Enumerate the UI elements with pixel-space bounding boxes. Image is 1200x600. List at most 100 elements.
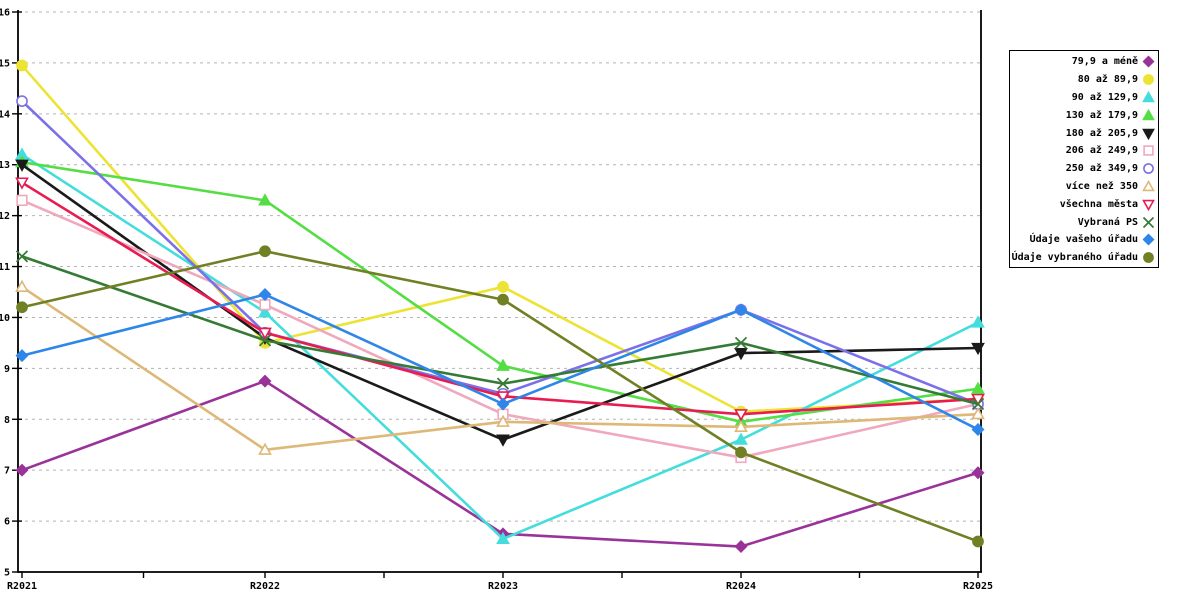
legend-item-80-a-89-9: 80 až 89,9 bbox=[1010, 71, 1158, 89]
legend-item-130-a-179-9: 130 až 179,9 bbox=[1010, 106, 1158, 124]
y-tick-label: 7 bbox=[4, 466, 10, 477]
legend-item-label: 80 až 89,9 bbox=[1077, 74, 1138, 86]
triangle-up-marker-icon bbox=[971, 407, 985, 420]
legend-item-label: 130 až 179,9 bbox=[1065, 109, 1138, 121]
triangle-down-marker-icon bbox=[496, 434, 510, 447]
circle-marker-icon bbox=[1143, 163, 1154, 175]
legend-item-label: Údaje vašeho úřadu bbox=[1029, 234, 1138, 246]
y-tick-label: 6 bbox=[4, 517, 10, 528]
y-tick-label: 12 bbox=[0, 211, 10, 222]
circle-marker-icon bbox=[16, 95, 28, 107]
diamond-marker-icon bbox=[971, 466, 985, 480]
circle-marker-icon bbox=[16, 301, 28, 314]
triangle-up-marker-icon bbox=[15, 279, 29, 292]
triangle-up-marker-icon bbox=[258, 442, 272, 455]
legend-item-label: Údaje vybraného úřadu bbox=[1011, 252, 1138, 264]
triangle-up-marker-icon bbox=[1142, 179, 1155, 192]
triangle-down-marker-icon bbox=[971, 393, 985, 407]
legend-marker bbox=[1142, 216, 1155, 228]
x-cross-marker-icon bbox=[734, 336, 748, 350]
x-tick-label: R2021 bbox=[7, 581, 37, 592]
y-tick-label: 11 bbox=[0, 262, 10, 273]
x-tick-label: R2024 bbox=[726, 581, 756, 592]
triangle-down-marker-icon bbox=[15, 177, 29, 190]
legend-marker bbox=[1143, 163, 1154, 175]
x-cross-marker-icon bbox=[971, 397, 985, 411]
legend-item-label: Vybraná PS bbox=[1077, 216, 1138, 228]
legend-item-79-9-a-m-n: 79,9 a méně bbox=[1010, 53, 1158, 71]
legend-marker bbox=[1143, 74, 1154, 86]
y-tick-label: 13 bbox=[0, 160, 10, 171]
triangle-up-marker-icon bbox=[1142, 90, 1155, 103]
x-tick-label: R2022 bbox=[250, 581, 280, 592]
chart-legend: 79,9 a méně 80 až 89,9 90 až 129,9 130 až 1… bbox=[1009, 50, 1159, 268]
circle-marker-icon bbox=[497, 293, 509, 306]
legend-marker bbox=[1143, 145, 1154, 157]
triangle-up-marker-icon bbox=[496, 358, 510, 371]
circle-marker-icon bbox=[1143, 252, 1154, 264]
legend-item-250-a-349-9: 250 až 349,9 bbox=[1010, 160, 1158, 178]
triangle-up-marker-icon bbox=[1142, 108, 1155, 120]
diamond-marker-icon bbox=[258, 374, 272, 388]
diamond-marker-icon bbox=[1142, 55, 1155, 68]
y-tick-label: 10 bbox=[0, 313, 10, 324]
circle-marker-icon bbox=[1143, 74, 1154, 86]
triangle-up-marker-icon bbox=[971, 381, 985, 394]
triangle-up-marker-icon bbox=[496, 414, 510, 427]
y-tick-label: 16 bbox=[0, 8, 10, 19]
square-marker-icon bbox=[16, 194, 28, 207]
triangle-up-marker-icon bbox=[258, 193, 272, 206]
legend-item-206-a-249-9: 206 až 249,9 bbox=[1010, 142, 1158, 160]
x-cross-marker-icon bbox=[15, 250, 29, 263]
legend-item-label: 90 až 129,9 bbox=[1071, 91, 1138, 103]
square-marker-icon bbox=[259, 299, 271, 311]
diamond-marker-icon bbox=[734, 303, 748, 317]
triangle-down-marker-icon bbox=[258, 327, 272, 340]
diamond-marker-icon bbox=[15, 349, 29, 363]
legend-item-v-ce-ne-350: více než 350 bbox=[1010, 178, 1158, 196]
y-tick-label: 5 bbox=[4, 568, 10, 579]
legend-item-daje-vybran-ho-adu: Údaje vybraného úřadu bbox=[1010, 249, 1158, 267]
triangle-up-marker-icon bbox=[734, 432, 748, 445]
triangle-down-marker-icon bbox=[734, 348, 748, 361]
legend-item-label: 180 až 205,9 bbox=[1065, 127, 1138, 139]
diamond-marker-icon bbox=[734, 540, 748, 554]
legend-marker bbox=[1142, 55, 1155, 68]
x-tick-label: R2025 bbox=[963, 581, 993, 592]
x-cross-marker-icon bbox=[1142, 216, 1155, 228]
diamond-marker-icon bbox=[258, 288, 272, 302]
triangle-down-marker-icon bbox=[496, 391, 510, 404]
legend-item-90-a-129-9: 90 až 129,9 bbox=[1010, 89, 1158, 107]
triangle-up-marker-icon bbox=[971, 315, 985, 328]
x-tick-label: R2023 bbox=[488, 581, 518, 592]
legend-marker bbox=[1142, 233, 1155, 246]
circle-marker-icon bbox=[16, 59, 28, 72]
y-tick-label: 8 bbox=[4, 415, 10, 426]
legend-item-vybran-ps: Vybraná PS bbox=[1010, 213, 1158, 231]
diamond-marker-icon bbox=[496, 397, 510, 411]
legend-item-180-a-205-9: 180 až 205,9 bbox=[1010, 124, 1158, 142]
legend-item-label: více než 350 bbox=[1065, 180, 1138, 192]
triangle-down-marker-icon bbox=[971, 342, 985, 356]
circle-marker-icon bbox=[259, 245, 271, 258]
legend-item-label: všechna města bbox=[1059, 198, 1138, 210]
x-cross-marker-icon bbox=[496, 377, 510, 390]
diamond-marker-icon bbox=[971, 422, 985, 436]
square-marker-icon bbox=[1143, 145, 1154, 157]
circle-marker-icon bbox=[972, 535, 984, 548]
legend-marker bbox=[1142, 179, 1155, 192]
circle-marker-icon bbox=[497, 281, 509, 293]
diamond-marker-icon bbox=[15, 463, 29, 477]
legend-marker bbox=[1142, 90, 1155, 103]
legend-marker bbox=[1143, 252, 1154, 264]
circle-marker-icon bbox=[735, 446, 747, 459]
legend-item-v-echna-m-sta: všechna města bbox=[1010, 195, 1158, 213]
triangle-up-marker-icon bbox=[496, 531, 510, 544]
y-tick-label: 14 bbox=[0, 109, 10, 120]
x-cross-marker-icon bbox=[258, 334, 272, 347]
triangle-down-marker-icon bbox=[1142, 199, 1155, 211]
legend-item-daje-va-eho-adu: Údaje vašeho úřadu bbox=[1010, 231, 1158, 249]
series-line-250-a-349-9 bbox=[20, 99, 980, 406]
